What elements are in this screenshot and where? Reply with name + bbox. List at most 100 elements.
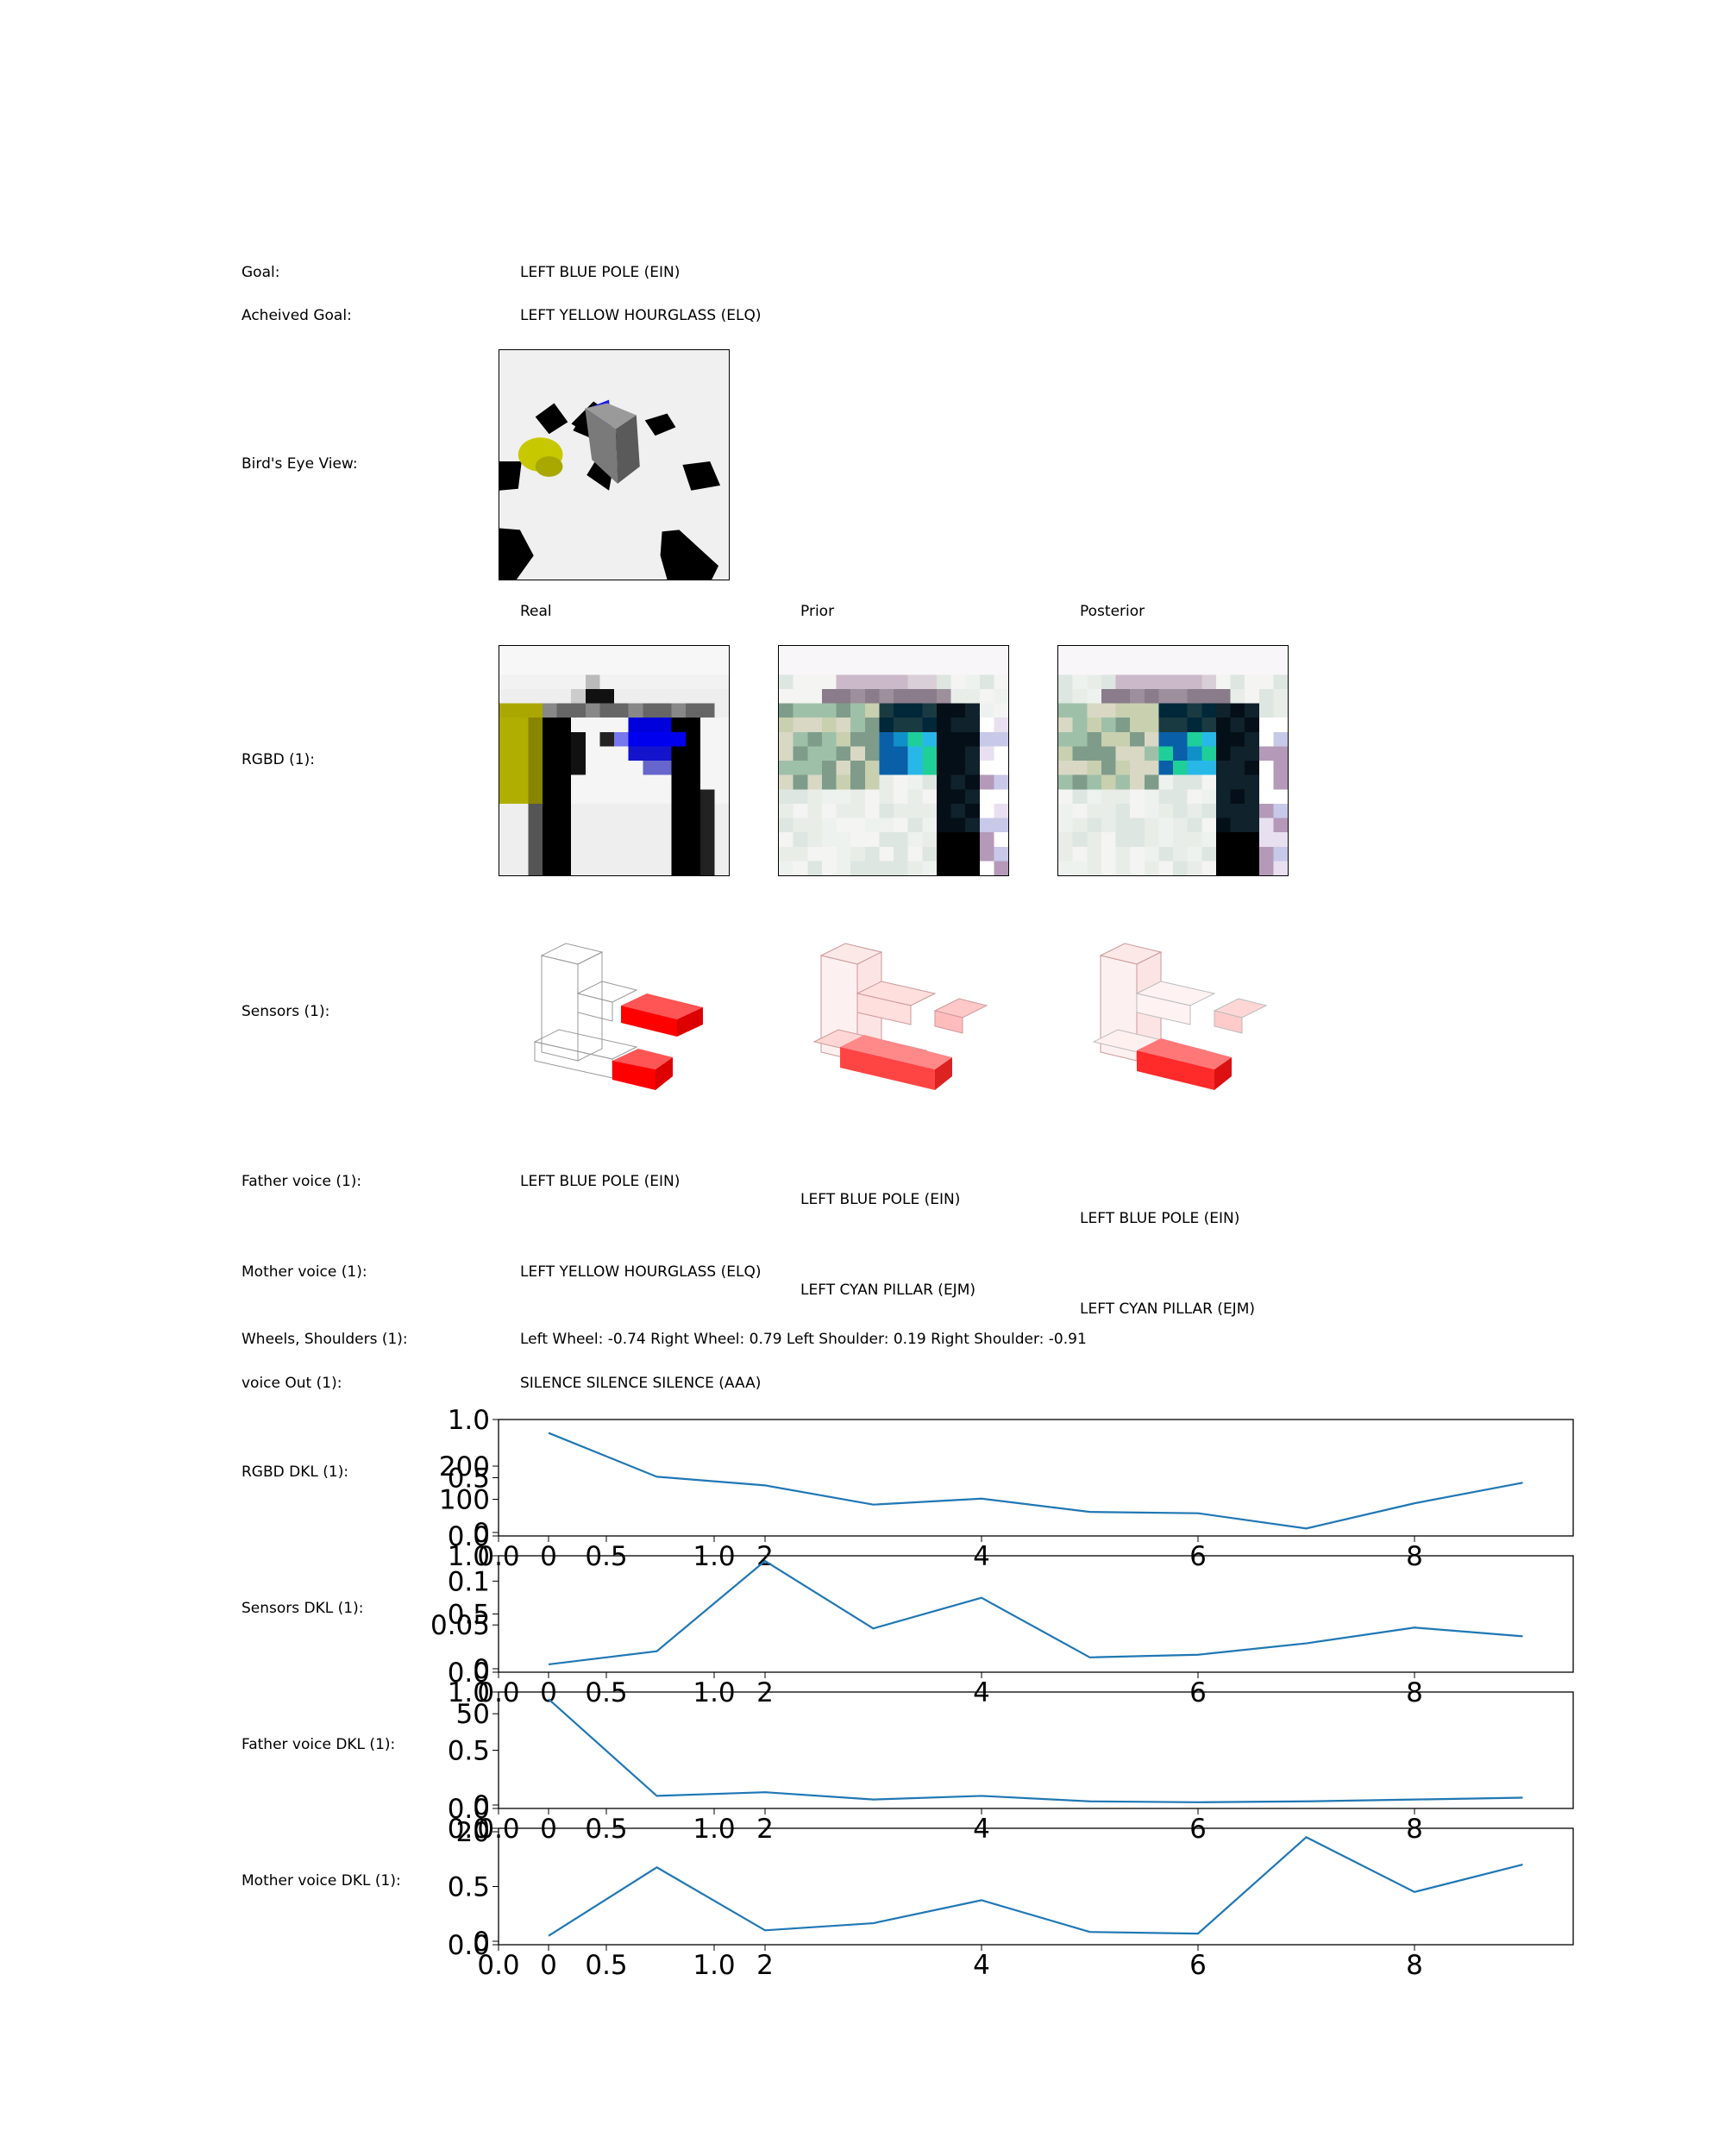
xtick-label: 6: [1189, 1814, 1207, 1845]
xtick-label: 2: [756, 1950, 774, 1981]
overlay-ytick-label: 0.0: [448, 1794, 490, 1825]
overlay-ytick-label: 0.0: [448, 1521, 490, 1552]
dkl-series-line: [548, 1559, 1523, 1666]
xtick-label: 4: [973, 1541, 990, 1572]
goal-label: Goal:: [242, 264, 280, 281]
plot-frame: [498, 1419, 1574, 1537]
xtick-label: 8: [1406, 1541, 1423, 1572]
xtick-label: 6: [1189, 1950, 1207, 1981]
rgbd-prior-image: [778, 645, 1009, 876]
dkl-series-line: [548, 1836, 1523, 1937]
birds-eye-view-image: [499, 349, 730, 580]
mother-voice-real: LEFT YELLOW HOURGLASS (ELQ): [520, 1263, 762, 1281]
ytick-label: 20: [456, 1817, 490, 1848]
xtick-label: 0: [540, 1541, 557, 1572]
sensors-real-render: [526, 931, 733, 1104]
ytick-label: 100: [439, 1485, 490, 1516]
overlay-ytick-label: 0.5: [448, 1872, 490, 1903]
plot-frame: [498, 1555, 1574, 1673]
overlay-xtick-label: 1.0: [693, 1677, 735, 1708]
sensors-dkl-label: Sensors DKL (1):: [242, 1600, 364, 1617]
rgbd-label: RGBD (1):: [242, 751, 315, 768]
xtick-label: 2: [756, 1677, 774, 1708]
overlay-xtick-label: 1.0: [693, 1541, 735, 1572]
xtick-label: 6: [1189, 1541, 1207, 1572]
sensor-voxel-icon: [812, 943, 988, 1090]
dkl-series-line: [548, 1432, 1523, 1530]
birds-eye-scene-icon: [499, 350, 729, 580]
overlay-ytick-label: 0.5: [448, 1463, 490, 1495]
father-voice-real: LEFT BLUE POLE (EIN): [520, 1173, 681, 1190]
plot-frame: [498, 1691, 1574, 1809]
father-voice-prior: LEFT BLUE POLE (EIN): [800, 1191, 961, 1208]
xtick-label: 0: [540, 1677, 557, 1708]
overlay-ytick-label: 1.0: [448, 1677, 490, 1708]
overlay-xtick-label: 1.0: [693, 1814, 735, 1845]
rgbd-posterior-image: [1057, 645, 1289, 876]
ytick-label: 0: [473, 1927, 490, 1958]
sensor-voxel-icon: [533, 943, 703, 1090]
birds-eye-label: Bird's Eye View:: [242, 455, 358, 473]
dkl-series-line: [548, 1698, 1523, 1803]
overlay-xtick-label: 1.0: [693, 1950, 735, 1981]
overlay-ytick-label: 0.5: [448, 1736, 490, 1767]
xtick-label: 0: [540, 1950, 557, 1981]
xtick-label: 4: [973, 1950, 990, 1981]
overlay-ytick-label: 0.5: [448, 1600, 490, 1631]
wheels-shoulders-label: Wheels, Shoulders (1):: [242, 1331, 408, 1348]
sensor-voxel-icon: [1092, 943, 1268, 1090]
overlay-xtick-label: 0.5: [585, 1950, 627, 1981]
dkl-chart-1: 0.00.51.00.0 0.5 1.000.050.10 2 4 6 8: [430, 1541, 1574, 1708]
father-voice-dkl-label: Father voice DKL (1):: [242, 1736, 396, 1753]
ytick-label: 0.05: [430, 1610, 490, 1641]
overlay-xtick-label: 0.5: [585, 1814, 627, 1845]
xtick-label: 2: [756, 1541, 774, 1572]
overlay-ytick-label: 0.0: [448, 1658, 490, 1689]
ytick-label: 50: [456, 1699, 490, 1730]
rgbd-real-image: [499, 645, 730, 876]
xtick-label: 4: [973, 1814, 990, 1845]
overlay-ytick-label: 1.0: [448, 1405, 490, 1436]
overlay-xtick-label: 0.0: [477, 1950, 519, 1981]
column-real-label: Real: [520, 603, 552, 620]
xtick-label: 8: [1406, 1814, 1423, 1845]
mother-voice-label: Mother voice (1):: [242, 1263, 367, 1281]
ytick-label: 0.1: [448, 1566, 490, 1597]
ytick-label: 0: [473, 1654, 490, 1685]
voice-out-value: SILENCE SILENCE SILENCE (AAA): [520, 1375, 762, 1392]
xtick-label: 2: [756, 1814, 774, 1845]
column-posterior-label: Posterior: [1080, 603, 1145, 620]
mother-voice-prior: LEFT CYAN PILLAR (EJM): [800, 1282, 975, 1299]
goal-value: LEFT BLUE POLE (EIN): [520, 264, 681, 281]
xtick-label: 6: [1189, 1677, 1207, 1708]
sensors-label: Sensors (1):: [242, 1003, 330, 1020]
overlay-xtick-label: 0.5: [585, 1541, 627, 1572]
overlay-xtick-label: 0.0: [477, 1541, 519, 1572]
father-voice-posterior: LEFT BLUE POLE (EIN): [1080, 1210, 1240, 1227]
mother-voice-posterior: LEFT CYAN PILLAR (EJM): [1080, 1300, 1255, 1318]
ytick-label: 0: [473, 1790, 490, 1821]
overlay-ytick-label: 0.0: [448, 1930, 490, 1961]
father-voice-label: Father voice (1):: [242, 1173, 362, 1190]
xtick-label: 4: [973, 1677, 990, 1708]
sensors-prior-render: [806, 931, 1013, 1104]
rgbd-dkl-label: RGBD DKL (1):: [242, 1463, 349, 1481]
achieved-goal-value: LEFT YELLOW HOURGLASS (ELQ): [520, 307, 762, 324]
voice-out-label: voice Out (1):: [242, 1375, 342, 1392]
mother-voice-dkl-label: Mother voice DKL (1):: [242, 1872, 401, 1890]
achieved-goal-label: Acheived Goal:: [242, 307, 352, 324]
xtick-label: 0: [540, 1814, 557, 1845]
overlay-xtick-label: 0.0: [477, 1814, 519, 1845]
ytick-label: 0: [473, 1518, 490, 1549]
sensors-posterior-render: [1085, 931, 1292, 1104]
overlay-xtick-label: 0.0: [477, 1677, 519, 1708]
wheels-shoulders-value: Left Wheel: -0.74 Right Wheel: 0.79 Left…: [520, 1331, 1087, 1348]
ytick-label: 200: [439, 1451, 490, 1482]
xtick-label: 8: [1406, 1677, 1423, 1708]
overlay-xtick-label: 0.5: [585, 1677, 627, 1708]
overlay-ytick-label: 0.0: [448, 1814, 490, 1845]
xtick-label: 8: [1406, 1950, 1423, 1981]
